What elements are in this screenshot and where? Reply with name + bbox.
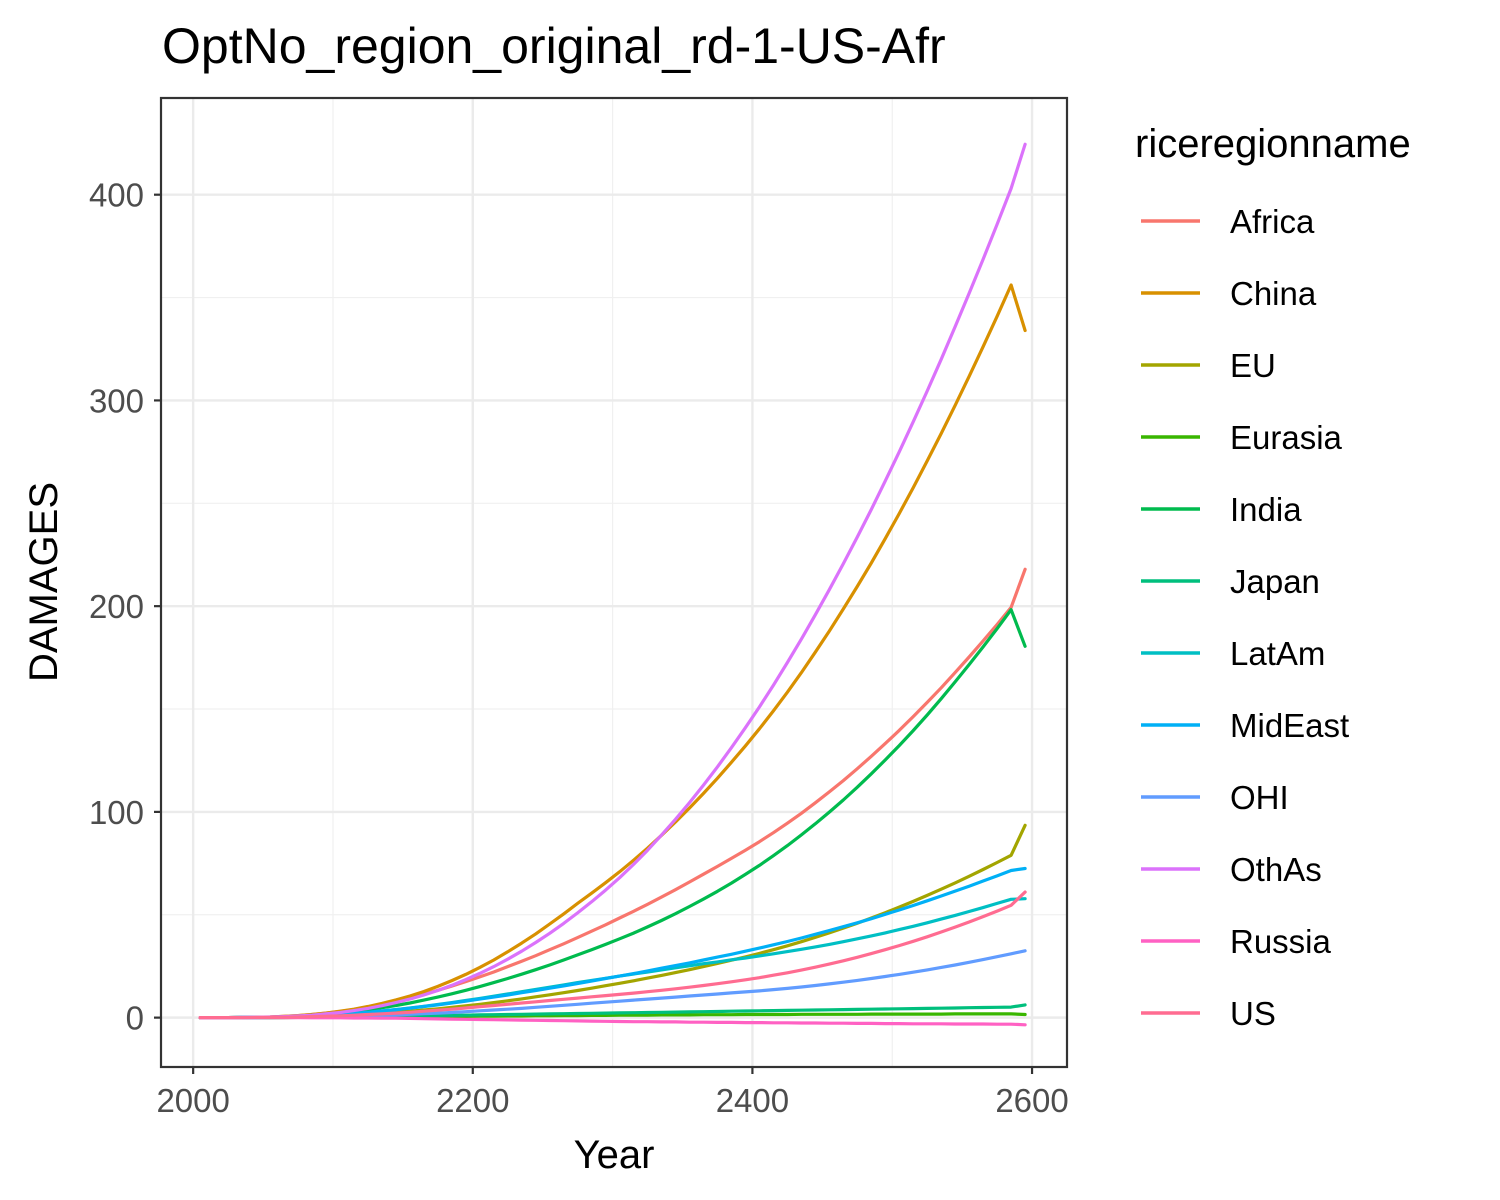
axis-ticks: 2000 2200 2400 2600 0 100 200 300 400 (89, 177, 1069, 1119)
x-tick-label: 2600 (995, 1082, 1068, 1119)
y-tick-label: 400 (89, 177, 144, 214)
legend-label-latam: LatAm (1230, 635, 1325, 672)
legend-label-africa: Africa (1230, 203, 1315, 240)
legend-label-us: US (1230, 995, 1276, 1032)
legend-label-ohi: OHI (1230, 779, 1289, 816)
series-line-othas (198, 142, 1027, 1020)
y-tick-label: 0 (126, 1000, 144, 1037)
series-lines (198, 142, 1027, 1027)
legend-label-eurasia: Eurasia (1230, 419, 1343, 456)
legend-label-japan: Japan (1230, 563, 1320, 600)
legend-label-mideast: MidEast (1230, 707, 1349, 744)
y-tick-label: 300 (89, 382, 144, 419)
y-axis-title: DAMAGES (22, 482, 66, 682)
chart-title: OptNo_region_original_rd-1-US-Afr (162, 18, 946, 74)
x-tick-label: 2200 (436, 1082, 509, 1119)
legend-label-china: China (1230, 275, 1317, 312)
legend-label-eu: EU (1230, 347, 1276, 384)
plot-border (159, 96, 1069, 1069)
legend: Africa China EU Eurasia India Japan LatAm MidEa… (1141, 203, 1349, 1032)
legend-title: riceregionname (1135, 122, 1411, 166)
grid (161, 98, 1067, 1067)
series-line-russia (198, 1015, 1027, 1027)
y-tick-label: 200 (89, 588, 144, 625)
y-tick-label: 100 (89, 794, 144, 831)
x-axis-title: Year (574, 1133, 655, 1177)
series-line-us (198, 890, 1027, 1020)
legend-label-othas: OthAs (1230, 851, 1322, 888)
x-tick-label: 2400 (716, 1082, 789, 1119)
legend-label-india: India (1230, 491, 1302, 528)
x-tick-label: 2000 (156, 1082, 229, 1119)
legend-label-russia: Russia (1230, 923, 1332, 960)
